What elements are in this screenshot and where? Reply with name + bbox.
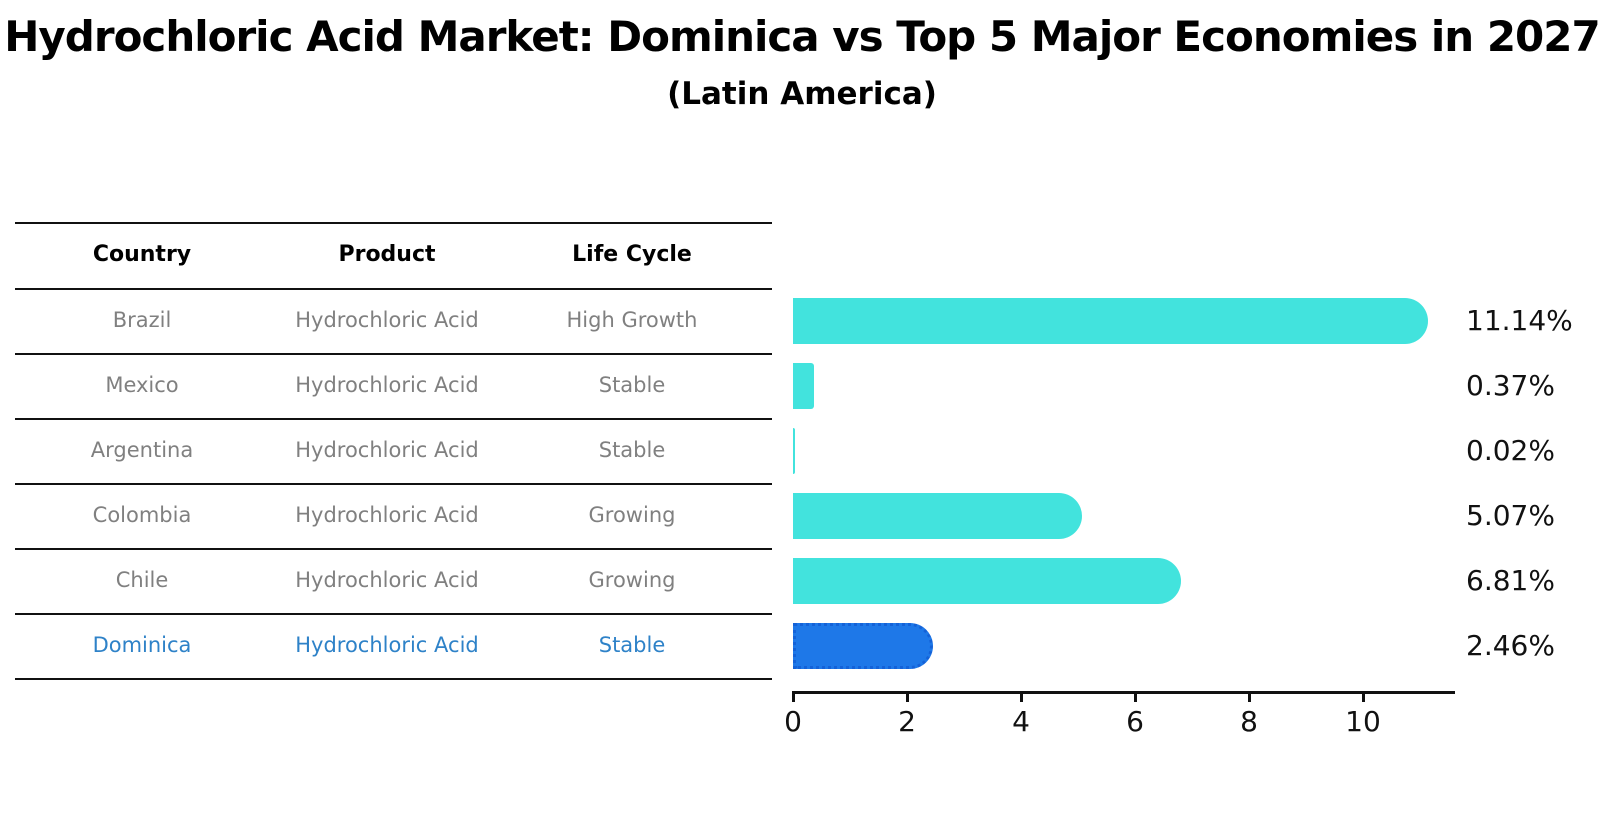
table-cell-product: Hydrochloric Acid [295, 373, 479, 397]
bar-dominica [793, 623, 933, 669]
table-cell-country: Brazil [112, 308, 172, 332]
x-axis-tick-label: 8 [1240, 705, 1258, 738]
table-cell-country: Chile [115, 568, 169, 592]
x-axis-tick [1248, 691, 1251, 702]
chart-title: Hydrochloric Acid Market: Dominica vs To… [4, 12, 1600, 61]
table-row-divider [15, 483, 772, 485]
table-cell-country: Mexico [105, 373, 179, 397]
bar-mexico [793, 363, 814, 409]
table-header-divider [15, 288, 772, 290]
bar-value-label: 2.46% [1466, 629, 1555, 662]
chart-subtitle: (Latin America) [667, 76, 937, 112]
table-cell-life-cycle: Stable [598, 438, 666, 462]
bar-brazil [793, 298, 1428, 344]
bar-value-label: 0.02% [1466, 434, 1555, 467]
x-axis-tick [906, 691, 909, 702]
table-cell-product: Hydrochloric Acid [295, 503, 479, 527]
column-header-life-cycle: Life Cycle [572, 242, 692, 267]
x-axis-tick-label: 6 [1126, 705, 1144, 738]
x-axis-tick [1134, 691, 1137, 702]
table-row-divider [15, 613, 772, 615]
table-cell-life-cycle: Growing [588, 503, 676, 527]
x-axis-tick [1362, 691, 1365, 702]
bar-colombia [793, 493, 1082, 539]
table-cell-life-cycle: Growing [588, 568, 676, 592]
x-axis-tick [792, 691, 795, 702]
bar-chile [793, 558, 1181, 604]
column-header-country: Country [92, 242, 192, 267]
table-cell-product: Hydrochloric Acid [295, 438, 479, 462]
table-cell-product: Hydrochloric Acid [295, 568, 479, 592]
x-axis-tick [1020, 691, 1023, 702]
table-cell-country: Colombia [92, 503, 192, 527]
table-cell-country: Argentina [90, 438, 194, 462]
table-cell-life-cycle: Stable [598, 633, 666, 657]
column-header-product: Product [338, 242, 436, 267]
table-top-border [15, 222, 772, 224]
bar-argentina [793, 428, 795, 474]
table-cell-life-cycle: High Growth [566, 308, 698, 332]
table-cell-country: Dominica [92, 633, 192, 657]
x-axis-line [793, 691, 1455, 694]
bar-value-label: 5.07% [1466, 499, 1555, 532]
bar-value-label: 0.37% [1466, 369, 1555, 402]
table-row-divider [15, 678, 772, 680]
x-axis-tick-label: 0 [784, 705, 802, 738]
table-row-divider [15, 353, 772, 355]
bar-value-label: 6.81% [1466, 564, 1555, 597]
table-row-divider [15, 548, 772, 550]
x-axis-tick-label: 2 [898, 705, 916, 738]
x-axis-tick-label: 4 [1012, 705, 1030, 738]
table-cell-product: Hydrochloric Acid [295, 308, 479, 332]
x-axis-tick-label: 10 [1345, 705, 1381, 738]
table-cell-life-cycle: Stable [598, 373, 666, 397]
table-row-divider [15, 418, 772, 420]
table-cell-product: Hydrochloric Acid [295, 633, 479, 657]
bar-value-label: 11.14% [1466, 304, 1573, 337]
